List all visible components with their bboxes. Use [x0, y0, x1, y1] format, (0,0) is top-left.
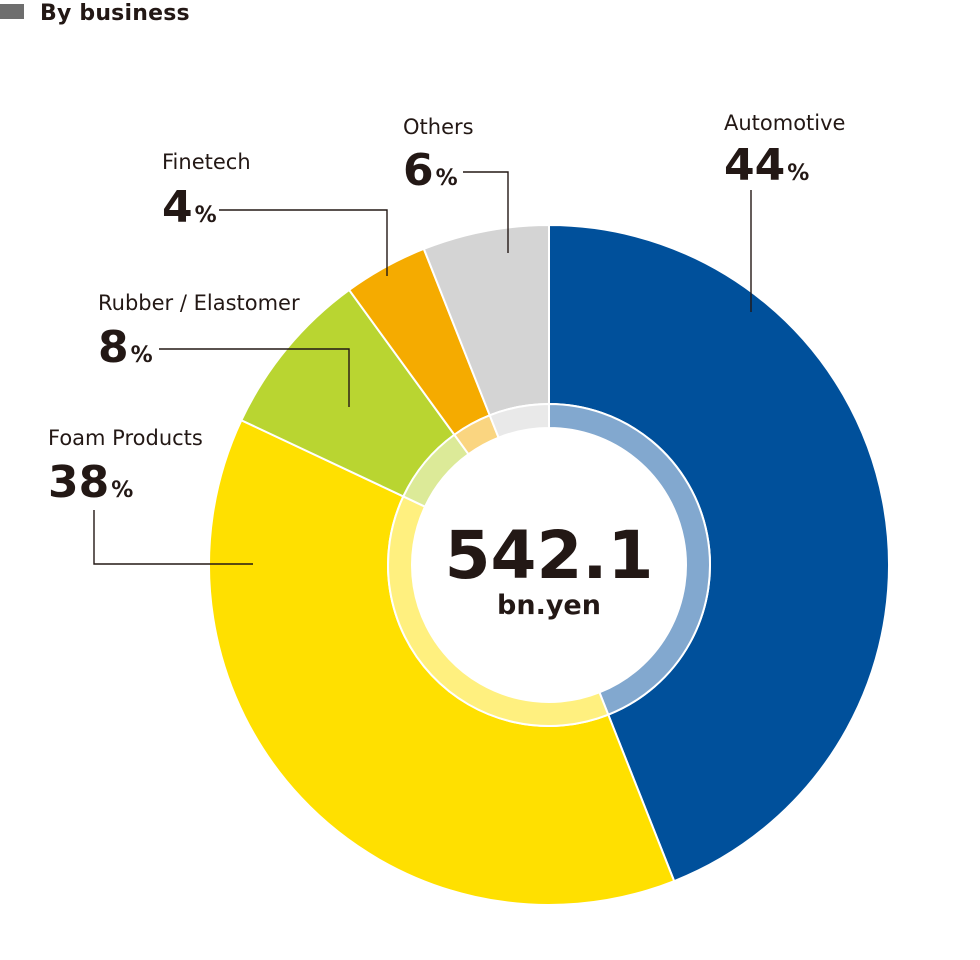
label-value-unit-foam-products: %: [111, 478, 133, 503]
donut-hole: [412, 428, 686, 702]
label-name-rubber-elastomer: Rubber / Elastomer: [98, 291, 300, 315]
leader-lines: [93, 171, 752, 565]
label-value-finetech: 4%: [162, 182, 217, 233]
label-value-unit-others: %: [436, 166, 458, 191]
donut-slices: [208, 223, 890, 906]
label-value-unit-automotive: %: [787, 161, 809, 186]
header-marker: [0, 3, 24, 19]
label-value-foam-products: 38%: [48, 457, 133, 508]
label-value-automotive: 44%: [724, 140, 809, 191]
label-value-unit-finetech: %: [195, 203, 217, 228]
leader-line-rubber-elastomer: [159, 348, 350, 407]
chart-title: By business: [40, 0, 190, 26]
label-name-foam-products: Foam Products: [48, 426, 203, 450]
label-name-others: Others: [403, 115, 474, 139]
label-value-rubber-elastomer: 8%: [98, 322, 153, 373]
slice-labels: Automotive 44% Foam Products 38% Rubber / El…: [48, 111, 845, 508]
label-value-number-others: 6: [403, 145, 434, 196]
leader-line-foam-products: [93, 510, 253, 565]
label-value-others: 6%: [403, 145, 458, 196]
label-value-number-finetech: 4: [162, 182, 193, 233]
label-value-number-foam-products: 38: [48, 457, 109, 508]
label-name-finetech: Finetech: [162, 150, 251, 174]
label-value-number-rubber-elastomer: 8: [98, 322, 129, 373]
label-name-automotive: Automotive: [724, 111, 845, 135]
label-value-unit-rubber-elastomer: %: [131, 343, 153, 368]
leader-line-others: [463, 171, 509, 253]
chart-header: By business: [0, 0, 190, 26]
center-total-unit: bn.yen: [497, 590, 601, 621]
leader-line-finetech: [219, 209, 388, 276]
label-value-number-automotive: 44: [724, 140, 785, 191]
center-total: 542.1: [445, 517, 654, 594]
